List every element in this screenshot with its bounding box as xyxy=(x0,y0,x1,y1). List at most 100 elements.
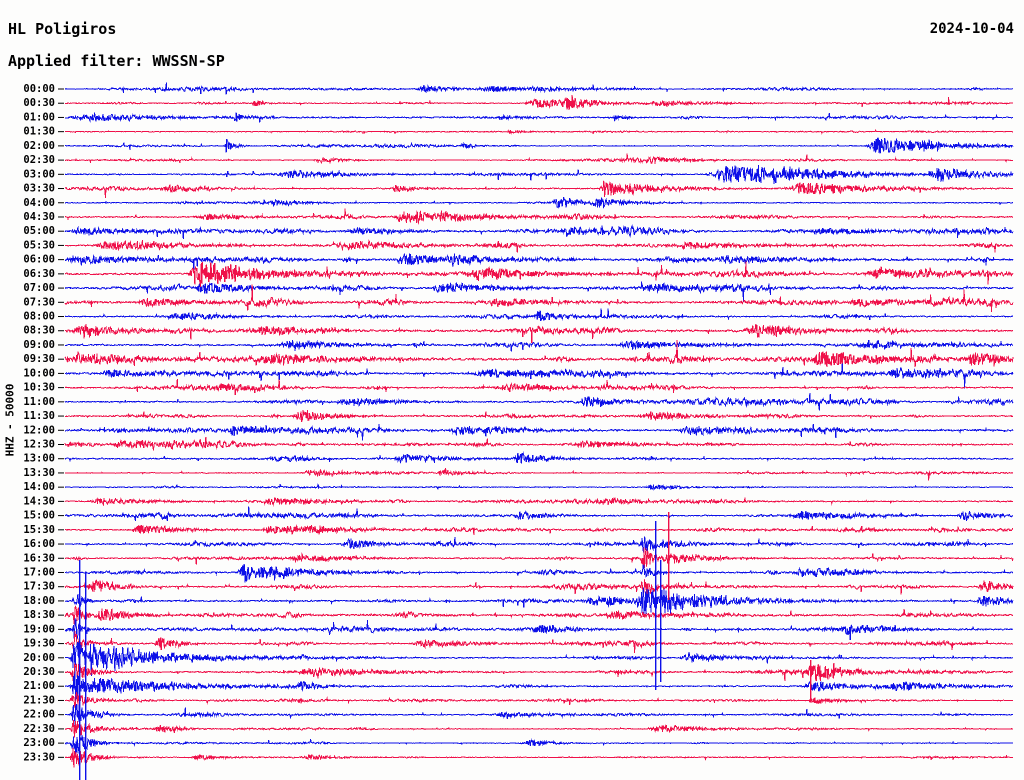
seismogram-trace xyxy=(64,340,1014,368)
seismogram-trace xyxy=(64,704,1014,727)
seismic-event-streak xyxy=(810,660,812,700)
time-tick-label: 16:00 xyxy=(23,538,55,550)
seismogram-trace xyxy=(64,423,1014,441)
seismogram-trace xyxy=(64,95,1014,110)
time-tick-label: 10:00 xyxy=(23,367,55,379)
seismogram-trace xyxy=(64,308,1014,321)
time-tick-label: 07:00 xyxy=(23,282,55,294)
seismogram-trace xyxy=(64,239,1014,253)
seismogram-trace xyxy=(64,524,1014,535)
time-tick-label: 04:30 xyxy=(23,211,55,223)
seismogram-trace xyxy=(64,506,1014,522)
time-tick-label: 02:00 xyxy=(23,140,55,152)
time-tick-label: 20:30 xyxy=(23,666,55,678)
seismogram-trace xyxy=(64,719,1014,738)
time-tick-label: 12:30 xyxy=(23,439,55,451)
seismogram-trace xyxy=(64,748,1014,768)
time-tick-label: 13:30 xyxy=(23,467,55,479)
seismogram-trace xyxy=(64,112,1014,123)
time-tick-label: 17:00 xyxy=(23,566,55,578)
seismogram-trace xyxy=(64,339,1014,352)
seismogram-trace xyxy=(64,137,1014,154)
time-tick-label: 09:30 xyxy=(23,353,55,365)
seismogram-trace xyxy=(64,224,1014,240)
time-tick-label: 11:00 xyxy=(23,396,55,408)
seismic-event-streak xyxy=(660,560,662,682)
page-title: HL Poligiros xyxy=(8,20,117,38)
seismogram-trace xyxy=(64,497,1014,507)
applied-filter-label: Applied filter: WWSSN-SP xyxy=(8,52,225,70)
time-tick-label: 21:00 xyxy=(23,680,55,692)
seismogram-trace xyxy=(64,129,1014,135)
time-tick-label: 18:00 xyxy=(23,595,55,607)
time-tick-label: 21:30 xyxy=(23,694,55,706)
seismogram-trace xyxy=(64,180,1014,199)
time-tick-label: 03:00 xyxy=(23,168,55,180)
time-tick-label: 14:00 xyxy=(23,481,55,493)
seismogram-trace xyxy=(64,631,1014,653)
seismogram-trace xyxy=(64,587,1014,616)
seismogram-trace xyxy=(64,253,1014,270)
seismogram-trace xyxy=(64,363,1014,389)
seismic-event-streak xyxy=(85,572,87,780)
seismogram-trace xyxy=(64,323,1014,344)
time-tick-label: 08:00 xyxy=(23,311,55,323)
seismogram-trace xyxy=(64,437,1014,452)
time-tick-label: 06:00 xyxy=(23,254,55,266)
time-tick-label: 09:00 xyxy=(23,339,55,351)
time-tick-label: 00:00 xyxy=(23,83,55,95)
seismogram-trace xyxy=(64,663,1014,682)
seismogram-trace xyxy=(64,82,1014,95)
seismogram-trace xyxy=(64,410,1014,422)
seismogram-trace xyxy=(64,579,1014,596)
time-tick-label: 01:00 xyxy=(23,111,55,123)
seismogram-trace xyxy=(64,393,1014,411)
seismogram-trace xyxy=(64,691,1014,709)
seismogram-trace xyxy=(64,536,1014,553)
seismic-event-streak xyxy=(79,560,81,780)
time-tick-label: 03:30 xyxy=(23,183,55,195)
seismic-event-streak xyxy=(668,512,670,600)
time-tick-label: 17:30 xyxy=(23,581,55,593)
time-tick-label: 23:30 xyxy=(23,751,55,763)
time-tick-label: 06:30 xyxy=(23,268,55,280)
seismogram-trace xyxy=(64,642,1014,677)
seismogram-trace xyxy=(64,281,1014,302)
seismogram-trace xyxy=(64,605,1014,625)
seismogram-trace xyxy=(64,153,1013,165)
seismogram-trace xyxy=(64,735,1014,755)
time-tick-label: 02:30 xyxy=(23,154,55,166)
time-tick-label: 19:00 xyxy=(23,623,55,635)
time-tick-label: 19:30 xyxy=(23,638,55,650)
time-tick-label: 22:30 xyxy=(23,723,55,735)
time-tick-label: 05:00 xyxy=(23,225,55,237)
seismogram-trace xyxy=(64,547,1014,569)
time-tick-label: 08:30 xyxy=(23,325,55,337)
time-tick-label: 15:30 xyxy=(23,524,55,536)
seismogram-trace xyxy=(64,673,1014,703)
record-date: 2024-10-04 xyxy=(929,21,1014,37)
time-tick-label: 16:30 xyxy=(23,552,55,564)
time-tick-label: 10:30 xyxy=(23,382,55,394)
seismogram-trace xyxy=(64,208,1014,225)
time-tick-label: 20:00 xyxy=(23,652,55,664)
time-tick-label: 11:30 xyxy=(23,410,55,422)
seismogram-trace xyxy=(64,483,1014,491)
seismogram-trace xyxy=(64,451,1014,464)
seismogram-trace xyxy=(64,379,1014,396)
time-tick-label: 00:30 xyxy=(23,97,55,109)
seismogram-trace xyxy=(64,261,1014,288)
time-tick-label: 14:30 xyxy=(23,495,55,507)
seismogram-trace xyxy=(64,564,1014,583)
time-tick-label: 22:00 xyxy=(23,709,55,721)
time-tick-label: 13:00 xyxy=(23,453,55,465)
time-tick-label: 07:30 xyxy=(23,296,55,308)
seismogram-trace xyxy=(64,165,1014,185)
seismic-event-streak xyxy=(655,521,657,690)
time-tick-label: 01:30 xyxy=(23,126,55,138)
time-tick-label: 12:00 xyxy=(23,424,55,436)
seismogram-trace xyxy=(64,618,1014,642)
seismogram-trace xyxy=(64,284,1014,312)
